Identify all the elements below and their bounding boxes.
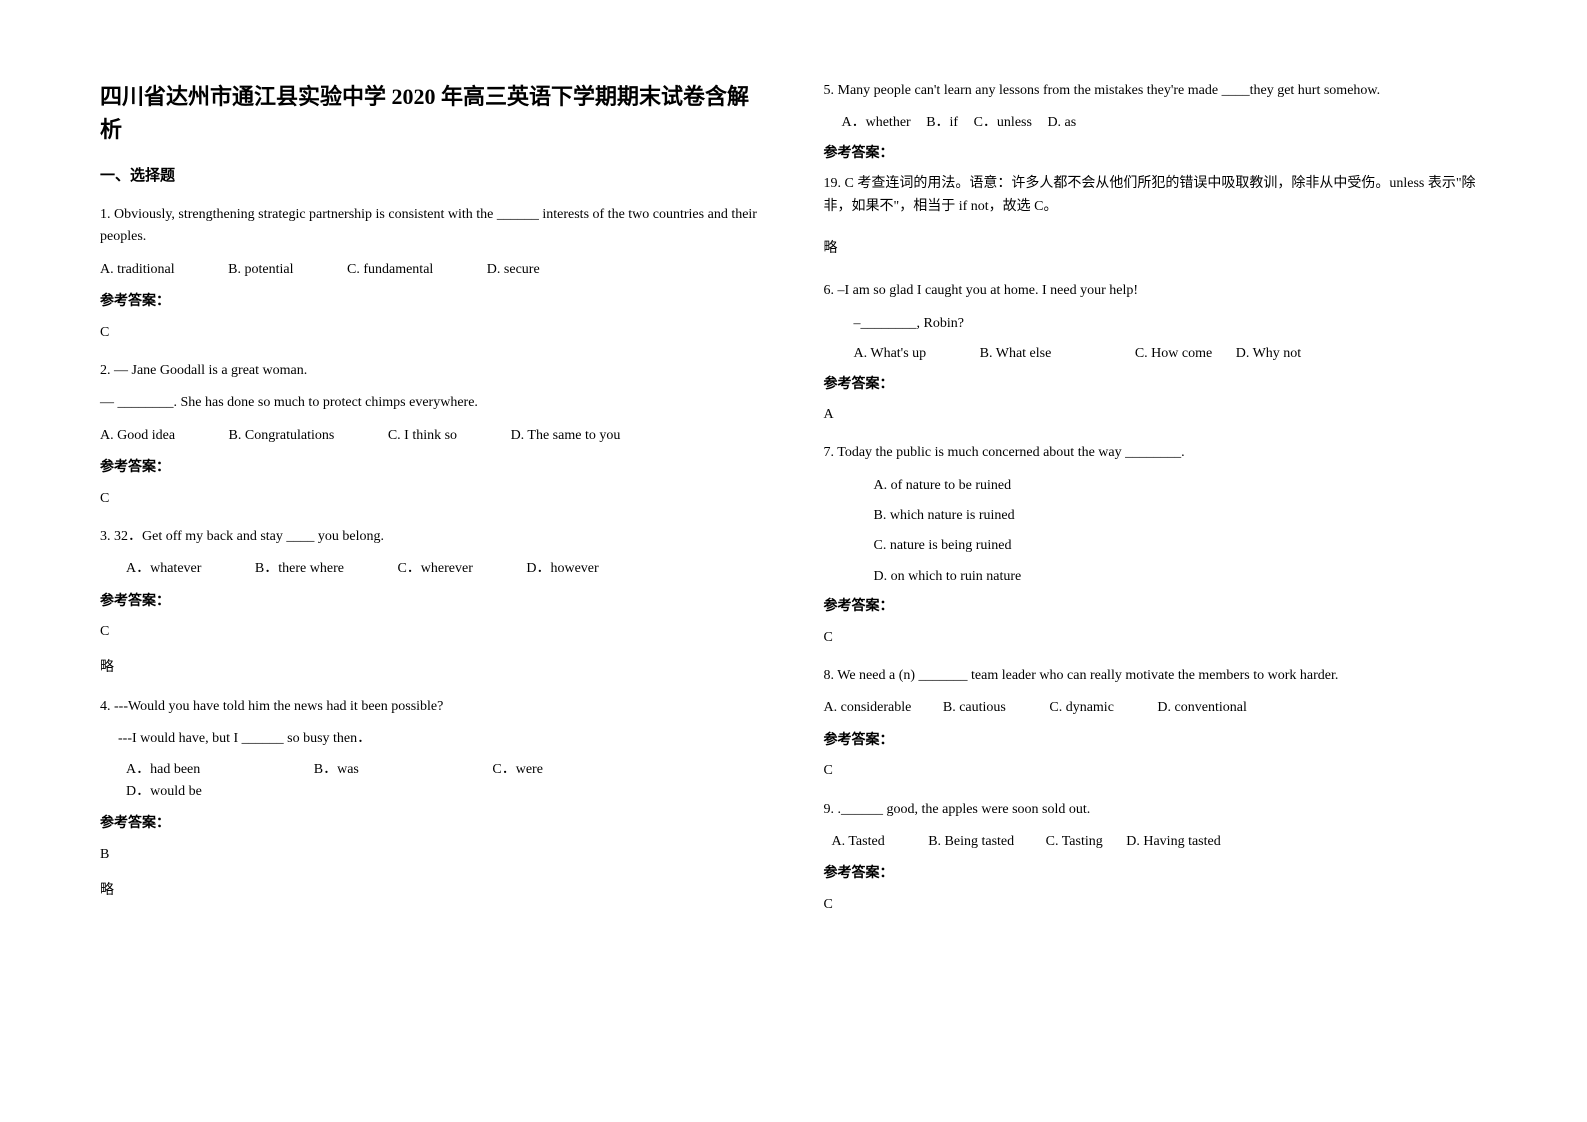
option-c: C．unless xyxy=(974,112,1032,134)
options-row: A. traditional B. potential C. fundament… xyxy=(100,259,764,281)
options-row: A．whether B．if C．unless D. as xyxy=(824,112,1488,134)
answer-explanation: 19. C 考查连词的用法。语意：许多人都不会从他们所犯的错误中吸取教训，除非从… xyxy=(824,173,1488,218)
option-c: C. How come xyxy=(1135,343,1212,365)
option-a: A. Tasted xyxy=(832,831,885,853)
question-text: 7. Today the public is much concerned ab… xyxy=(824,442,1488,464)
answer-label: 参考答案： xyxy=(100,457,764,479)
answer-value: C xyxy=(100,322,764,344)
option-b: B．there where xyxy=(255,558,344,580)
answer-label: 参考答案： xyxy=(824,863,1488,885)
question-line2: –________, Robin? xyxy=(824,313,1488,335)
question-2: 2. — Jane Goodall is a great woman. — __… xyxy=(100,360,764,510)
answer-value: C xyxy=(100,621,764,643)
option-d: D．would be xyxy=(126,781,202,803)
question-text: 2. — Jane Goodall is a great woman. xyxy=(100,360,764,382)
option-b: B. What else xyxy=(980,343,1052,365)
option-d: D．however xyxy=(526,558,598,580)
answer-value: C xyxy=(824,627,1488,649)
question-8: 8. We need a (n) _______ team leader who… xyxy=(824,665,1488,783)
left-column: 四川省达州市通江县实验中学 2020 年高三英语下学期期末试卷含解析 一、选择题… xyxy=(100,80,764,932)
question-5: 5. Many people can't learn any lessons f… xyxy=(824,80,1488,260)
question-4: 4. ---Would you have told him the news h… xyxy=(100,696,764,903)
options-row: A. Tasted B. Being tasted C. Tasting D. … xyxy=(824,831,1488,853)
option-a: A．whatever xyxy=(126,558,201,580)
option-b: B. Being tasted xyxy=(928,831,1014,853)
option-c: C．were xyxy=(492,759,543,781)
option-a: A. considerable xyxy=(824,697,912,719)
option-d: D. Having tasted xyxy=(1126,831,1220,853)
question-text: 6. –I am so glad I caught you at home. I… xyxy=(824,280,1488,302)
question-1: 1. Obviously, strengthening strategic pa… xyxy=(100,204,764,344)
options-row: A．whatever B．there where C．wherever D．ho… xyxy=(100,558,764,580)
answer-label: 参考答案： xyxy=(824,596,1488,618)
question-line2: ---I would have, but I ______ so busy th… xyxy=(100,728,764,750)
question-text: 3. 32．Get off my back and stay ____ you … xyxy=(100,526,764,548)
brief-answer: 略 xyxy=(100,657,764,679)
option-a: A．whether xyxy=(842,112,911,134)
option-d: D. on which to ruin nature xyxy=(824,566,1488,588)
option-d: D. The same to you xyxy=(511,425,621,447)
option-c: C. Tasting xyxy=(1046,831,1103,853)
question-line2: — ________. She has done so much to prot… xyxy=(100,392,764,414)
option-b: B. which nature is ruined xyxy=(824,505,1488,527)
question-9: 9. .______ good, the apples were soon so… xyxy=(824,799,1488,917)
section-header: 一、选择题 xyxy=(100,164,764,188)
option-c: C. nature is being ruined xyxy=(824,535,1488,557)
answer-value: C xyxy=(824,894,1488,916)
answer-value: A xyxy=(824,404,1488,426)
option-b: B．was xyxy=(314,759,359,781)
answer-label: 参考答案： xyxy=(824,730,1488,752)
option-c: C．wherever xyxy=(397,558,472,580)
page-container: 四川省达州市通江县实验中学 2020 年高三英语下学期期末试卷含解析 一、选择题… xyxy=(100,80,1487,932)
question-7: 7. Today the public is much concerned ab… xyxy=(824,442,1488,649)
option-a: A. Good idea xyxy=(100,425,175,447)
answer-value: C xyxy=(100,488,764,510)
right-column: 5. Many people can't learn any lessons f… xyxy=(824,80,1488,932)
options-row: A. Good idea B. Congratulations C. I thi… xyxy=(100,425,764,447)
answer-label: 参考答案： xyxy=(100,291,764,313)
option-d: D. secure xyxy=(487,259,540,281)
option-a: A．had been xyxy=(126,759,200,781)
option-b: B. potential xyxy=(228,259,293,281)
brief-answer: 略 xyxy=(100,880,764,902)
answer-label: 参考答案： xyxy=(100,591,764,613)
option-b: B. cautious xyxy=(943,697,1006,719)
option-c: C. dynamic xyxy=(1049,697,1114,719)
question-3: 3. 32．Get off my back and stay ____ you … xyxy=(100,526,764,680)
brief-answer: 略 xyxy=(824,238,1488,260)
option-a: A. traditional xyxy=(100,259,175,281)
option-c: C. fundamental xyxy=(347,259,433,281)
document-title: 四川省达州市通江县实验中学 2020 年高三英语下学期期末试卷含解析 xyxy=(100,80,764,146)
answer-label: 参考答案： xyxy=(100,813,764,835)
answer-label: 参考答案： xyxy=(824,374,1488,396)
options-row: A. considerable B. cautious C. dynamic D… xyxy=(824,697,1488,719)
question-text: 4. ---Would you have told him the news h… xyxy=(100,696,764,718)
option-a: A. What's up xyxy=(854,343,927,365)
options-row: A. What's up B. What else C. How come D.… xyxy=(824,343,1488,365)
question-text: 9. .______ good, the apples were soon so… xyxy=(824,799,1488,821)
option-b: B．if xyxy=(926,112,958,134)
option-a: A. of nature to be ruined xyxy=(824,475,1488,497)
answer-label: 参考答案： xyxy=(824,143,1488,165)
answer-value: B xyxy=(100,844,764,866)
option-d: D. as xyxy=(1047,112,1076,134)
option-d: D. Why not xyxy=(1236,343,1301,365)
options-row: A．had been B．was C．were D．would be xyxy=(100,759,764,804)
answer-value: C xyxy=(824,760,1488,782)
question-text: 1. Obviously, strengthening strategic pa… xyxy=(100,204,764,249)
option-d: D. conventional xyxy=(1157,697,1246,719)
option-b: B. Congratulations xyxy=(229,425,335,447)
question-6: 6. –I am so glad I caught you at home. I… xyxy=(824,280,1488,426)
question-text: 5. Many people can't learn any lessons f… xyxy=(824,80,1488,102)
option-c: C. I think so xyxy=(388,425,457,447)
question-text: 8. We need a (n) _______ team leader who… xyxy=(824,665,1488,687)
